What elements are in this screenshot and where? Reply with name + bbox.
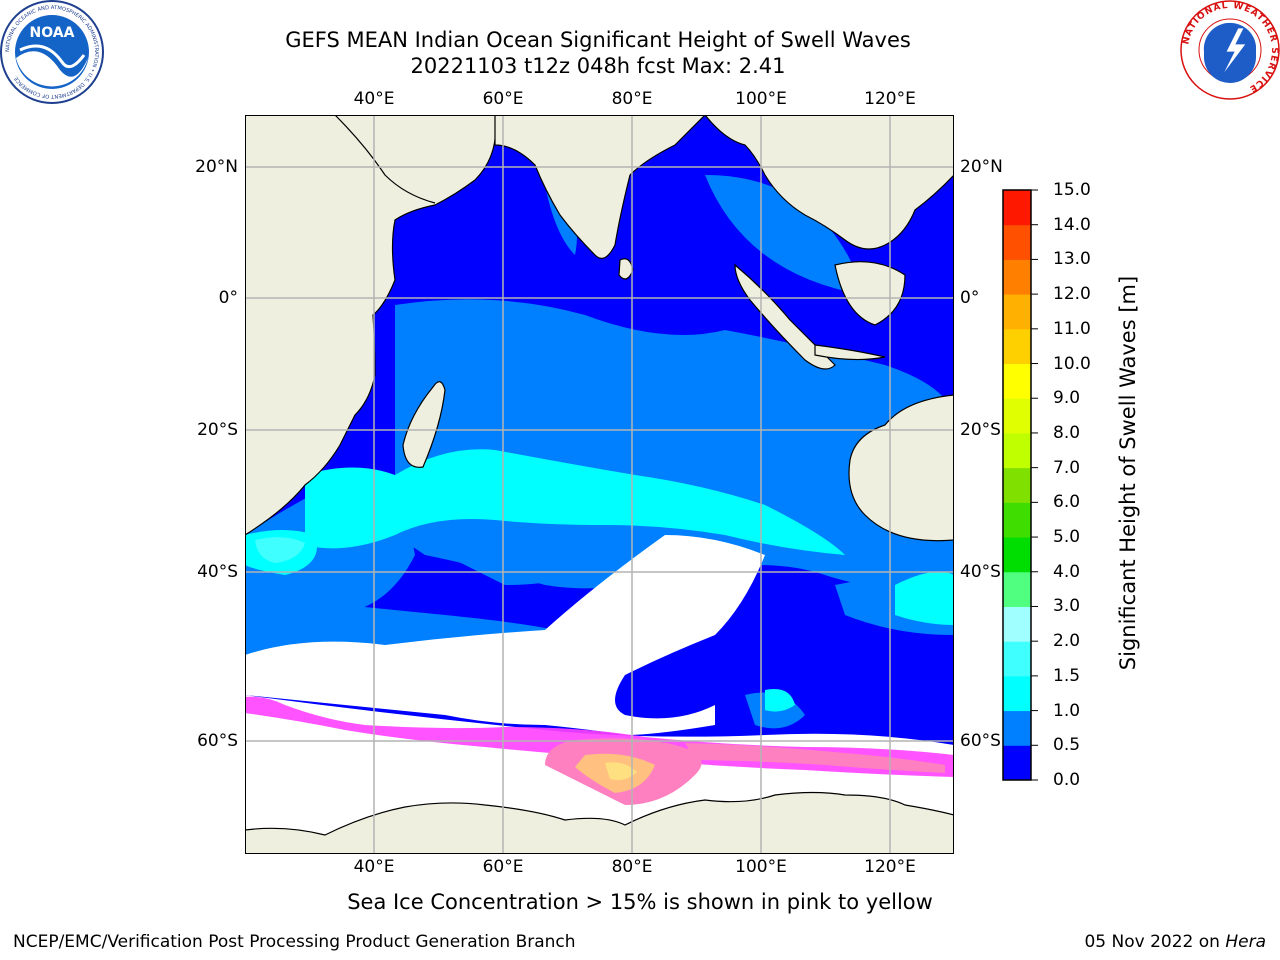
colorbar-tick-label: 3.0 — [1053, 596, 1081, 617]
noaa-logo: NATIONAL OCEANIC AND ATMOSPHERIC ADMINIS… — [0, 0, 104, 104]
tick-lat-right: 40°S — [960, 562, 1001, 582]
chart-title: GEFS MEAN Indian Ocean Significant Heigh… — [285, 28, 911, 52]
colorbar-label: Significant Height of Swell Waves [m] — [1116, 275, 1140, 671]
colorbar-swatch — [1003, 710, 1031, 746]
noaa-logo-text: NOAA — [30, 25, 75, 41]
colorbar-swatch — [1003, 259, 1031, 295]
colorbar-swatch — [1003, 641, 1031, 677]
tick-lon-bottom: 100°E — [735, 857, 787, 877]
colorbar-tick-label: 14.0 — [1053, 214, 1091, 235]
colorbar-frame — [1002, 189, 1032, 781]
tick-lat-left: 40°S — [197, 562, 238, 582]
colorbar-swatch — [1003, 537, 1031, 573]
southern-white-zone — [245, 535, 765, 735]
tick-lat-right: 20°N — [960, 157, 1003, 177]
tick-lat-left: 20°N — [195, 157, 238, 177]
footer-date-text: 05 Nov 2022 on — [1084, 932, 1226, 952]
nws-logo: NATIONAL WEATHER SERVICE — [1180, 0, 1280, 100]
colorbar-swatch — [1003, 398, 1031, 434]
colorbar-tick-label: 11.0 — [1053, 318, 1091, 339]
map-frame — [245, 115, 954, 854]
colorbar-swatch — [1003, 675, 1031, 712]
tick-lat-left: 60°S — [197, 731, 238, 751]
swell-height-map — [245, 115, 954, 854]
sea-ice-note: Sea Ice Concentration > 15% is shown in … — [347, 890, 933, 914]
colorbar-tick-label: 4.0 — [1053, 561, 1081, 582]
tick-lon-top: 80°E — [611, 89, 653, 109]
footer-date: 05 Nov 2022 on Hera — [1084, 932, 1266, 952]
tick-lon-bottom: 120°E — [864, 857, 916, 877]
colorbar-tick-label: 6.0 — [1053, 492, 1081, 513]
colorbar-tick-label: 8.0 — [1053, 422, 1081, 443]
tick-lon-bottom: 80°E — [611, 857, 653, 877]
colorbar-swatch — [1003, 467, 1031, 503]
colorbar-swatch — [1003, 606, 1031, 642]
tick-lon-top: 100°E — [735, 89, 787, 109]
footer-credit: NCEP/EMC/Verification Post Processing Pr… — [13, 932, 576, 952]
tick-lat-left: 20°S — [197, 420, 238, 440]
tick-lon-top: 120°E — [864, 89, 916, 109]
tick-lon-top: 60°E — [482, 89, 524, 109]
colorbar-tick-label: 0.0 — [1053, 770, 1081, 790]
footer-machine: Hera — [1225, 932, 1266, 952]
tick-lat-right: 0° — [960, 288, 980, 308]
colorbar-tick-label: 15.0 — [1053, 180, 1091, 200]
colorbar-tick-label: 1.5 — [1053, 665, 1081, 686]
colorbar-swatch — [1003, 363, 1031, 399]
colorbar-swatch — [1003, 328, 1031, 365]
colorbar-swatch — [1003, 294, 1031, 330]
sea-ice-concentration — [245, 696, 954, 841]
colorbar-tick-label: 0.5 — [1053, 735, 1081, 756]
colorbar-swatch — [1003, 571, 1031, 607]
colorbar-tick-label: 1.0 — [1053, 700, 1081, 721]
tick-lon-top: 40°E — [353, 89, 395, 109]
graticule — [245, 115, 954, 854]
colorbar-tick-label: 12.0 — [1053, 284, 1091, 305]
chart-subtitle: 20221103 t12z 048h fcst Max: 2.41 — [410, 54, 786, 78]
colorbar-swatch — [1003, 502, 1031, 538]
tick-lat-right: 20°S — [960, 420, 1001, 440]
colorbar-tick-label: 7.0 — [1053, 457, 1081, 478]
colorbar-swatch — [1003, 190, 1031, 226]
colorbar-swatch — [1003, 224, 1031, 260]
tick-lon-bottom: 40°E — [353, 857, 395, 877]
colorbar-swatch — [1003, 745, 1031, 781]
tick-lat-left: 0° — [218, 288, 238, 308]
colorbar — [1002, 189, 1038, 781]
colorbar-tick-label: 13.0 — [1053, 249, 1091, 270]
colorbar-tick-label: 2.0 — [1053, 631, 1081, 652]
colorbar-swatch — [1003, 432, 1031, 469]
colorbar-tick-label: 5.0 — [1053, 527, 1081, 548]
tick-lat-right: 60°S — [960, 731, 1001, 751]
tick-lon-bottom: 60°E — [482, 857, 524, 877]
colorbar-tick-label: 10.0 — [1053, 353, 1091, 374]
colorbar-tick-label: 9.0 — [1053, 388, 1081, 409]
